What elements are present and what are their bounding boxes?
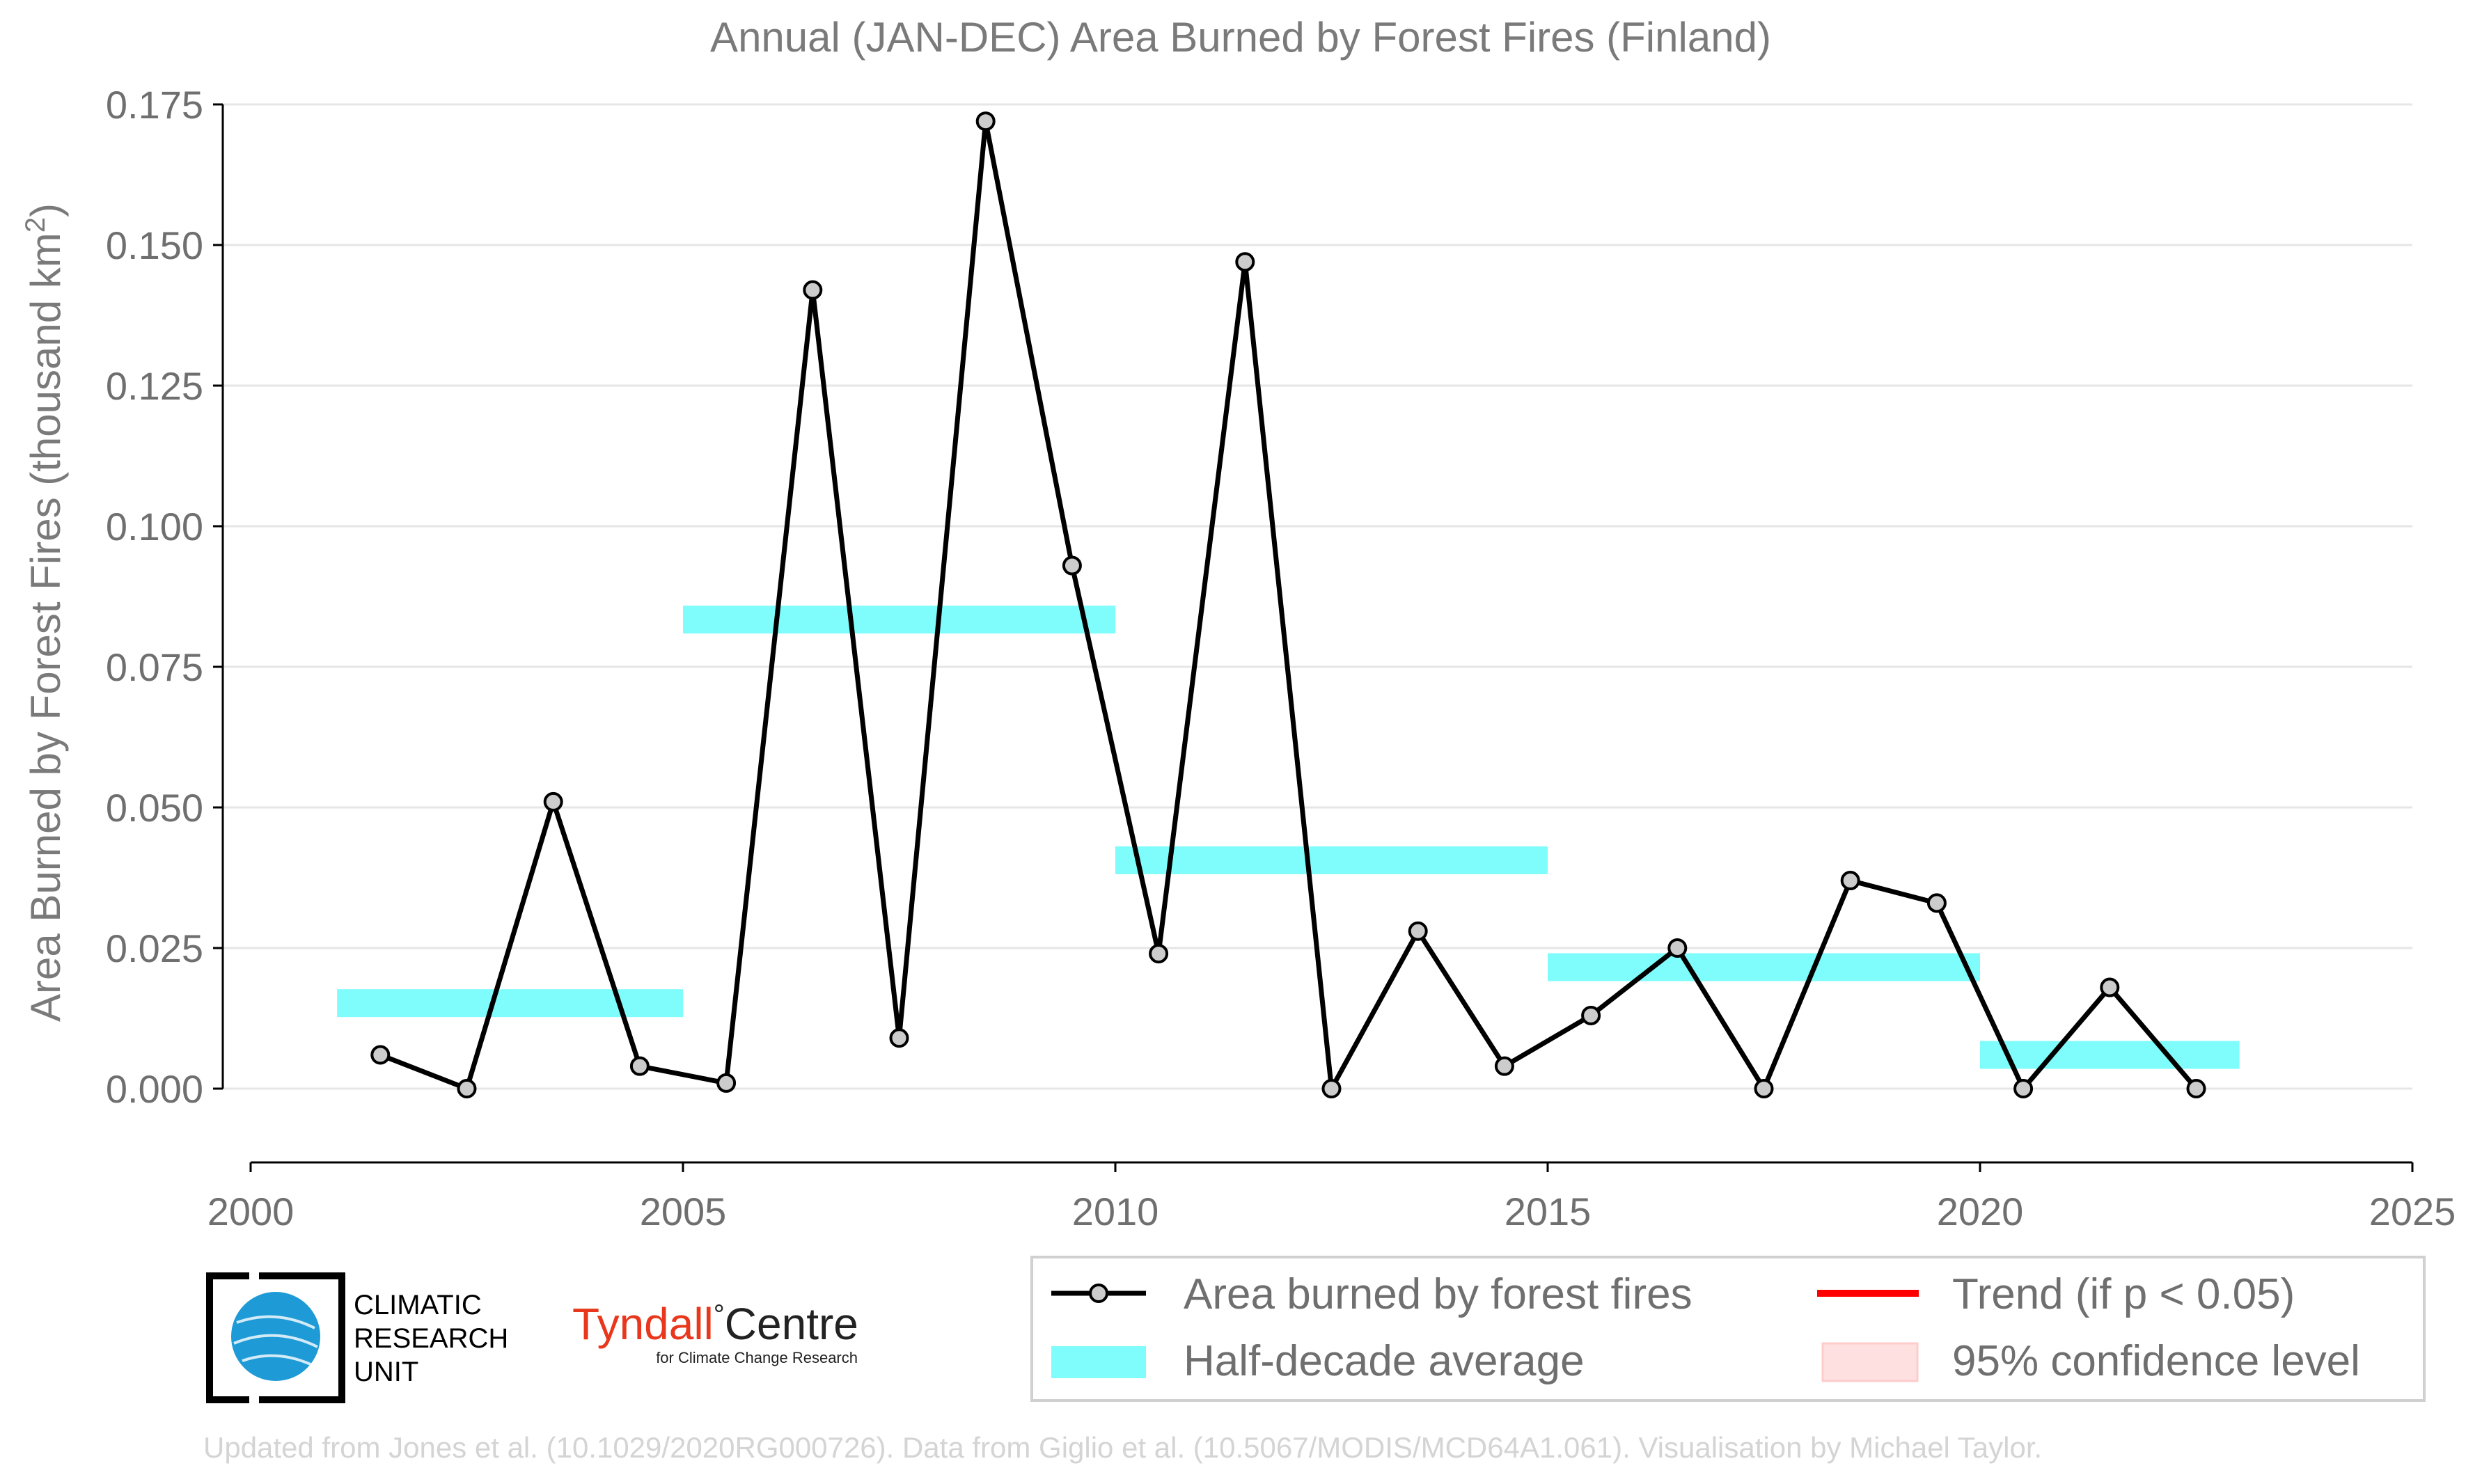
half-decade-band-1	[683, 606, 1115, 634]
x-tick-label-2: 2010	[1072, 1190, 1159, 1233]
y-tick-label-7: 0.175	[106, 83, 203, 127]
y-tick-label-5: 0.125	[106, 364, 203, 408]
data-point-14	[1581, 1005, 1601, 1025]
y-tick-label-0: 0.000	[106, 1067, 203, 1111]
chart-title: Annual (JAN-DEC) Area Burned by Forest F…	[710, 14, 1771, 61]
legend-marker-swatch	[1089, 1284, 1108, 1303]
half-decade-average-bands	[337, 606, 2240, 1069]
y-tick-label-6: 0.150	[106, 223, 203, 267]
data-point-12	[1408, 921, 1428, 941]
tyndall-subtitle: for Climate Change Research	[656, 1349, 858, 1366]
y-axis-label-main: Area Burned by Forest Fires (thousand km	[22, 232, 69, 1022]
data-point-4	[716, 1073, 737, 1093]
cru-logo: CLIMATIC RESEARCH UNIT	[206, 1272, 508, 1403]
y-axis-label: Area Burned by Forest Fires (thousand km…	[20, 203, 69, 1022]
half-decade-band-0	[337, 989, 683, 1018]
data-point-21	[2186, 1079, 2206, 1098]
data-point-5	[803, 280, 823, 300]
half-decade-band-2	[1115, 846, 1548, 874]
half-decade-band-3	[1548, 953, 1980, 981]
data-point-9	[1149, 944, 1169, 964]
y-tick-label-3: 0.075	[106, 645, 203, 689]
legend-box	[1030, 1256, 2426, 1402]
cru-text-line-2: RESEARCH	[354, 1323, 508, 1354]
data-point-6	[889, 1028, 909, 1048]
y-axis-label-superscript: 2	[20, 217, 51, 232]
x-tick-label-0: 2000	[207, 1190, 294, 1233]
legend: Area burned by forest fires Trend (if p …	[1030, 1256, 2426, 1402]
series-line	[379, 118, 2199, 1091]
data-point-7	[975, 111, 996, 132]
credit-text: Updated from Jones et al. (10.1029/2020R…	[203, 1431, 2042, 1464]
y-axis-label-close: )	[22, 203, 69, 217]
legend-label-area-burned: Area burned by forest fires	[1184, 1270, 1692, 1318]
x-tick-label-5: 2025	[2369, 1190, 2456, 1233]
cru-text-line-1: CLIMATIC	[354, 1290, 482, 1320]
legend-confidence-swatch	[1821, 1342, 1919, 1382]
legend-label-trend: Trend (if p < 0.05)	[1952, 1270, 2295, 1318]
axes	[213, 103, 2414, 1172]
data-point-17	[1840, 871, 1860, 891]
cru-text-line-3: UNIT	[354, 1357, 418, 1387]
data-point-1	[457, 1079, 477, 1098]
data-point-11	[1321, 1079, 1342, 1098]
tyndall-centre: Centre	[725, 1299, 858, 1349]
data-point-20	[2100, 977, 2120, 997]
y-tick-label-4: 0.100	[106, 505, 203, 548]
tyndall-logo: Tyndall°Centre for Climate Change Resear…	[572, 1299, 858, 1366]
data-point-18	[1926, 893, 1947, 913]
data-point-15	[1667, 938, 1688, 958]
series-area-burned	[370, 111, 2206, 1098]
y-tick-label-1: 0.025	[106, 926, 203, 970]
tyndall-name-red: Tyndall	[572, 1299, 714, 1349]
x-tick-label-3: 2015	[1505, 1190, 1592, 1233]
data-point-0	[370, 1045, 391, 1065]
x-tick-label-1: 2005	[640, 1190, 727, 1233]
tyndall-name: Tyndall°Centre	[572, 1299, 858, 1349]
legend-band-swatch	[1051, 1346, 1146, 1378]
data-point-10	[1235, 252, 1255, 272]
legend-label-half-decade: Half-decade average	[1184, 1337, 1585, 1385]
tick-labels: 0.000 0.025 0.050 0.075 0.100 0.125 0.150 0.175…	[106, 83, 2456, 1233]
data-point-2	[543, 791, 563, 812]
data-point-8	[1062, 555, 1082, 576]
y-tick-label-2: 0.050	[106, 786, 203, 830]
legend-label-confidence: 95% confidence level	[1952, 1337, 2360, 1385]
grid-lines	[223, 103, 2412, 1090]
data-point-13	[1494, 1056, 1514, 1076]
tyndall-degree: °	[714, 1300, 725, 1330]
cru-frame-left-icon	[206, 1272, 249, 1403]
data-point-3	[629, 1056, 650, 1076]
data-point-16	[1754, 1079, 1774, 1098]
x-tick-label-4: 2020	[1937, 1190, 2024, 1233]
half-decade-band-4	[1980, 1041, 2240, 1069]
globe-lines-icon	[233, 1315, 318, 1366]
data-point-19	[2013, 1079, 2034, 1098]
